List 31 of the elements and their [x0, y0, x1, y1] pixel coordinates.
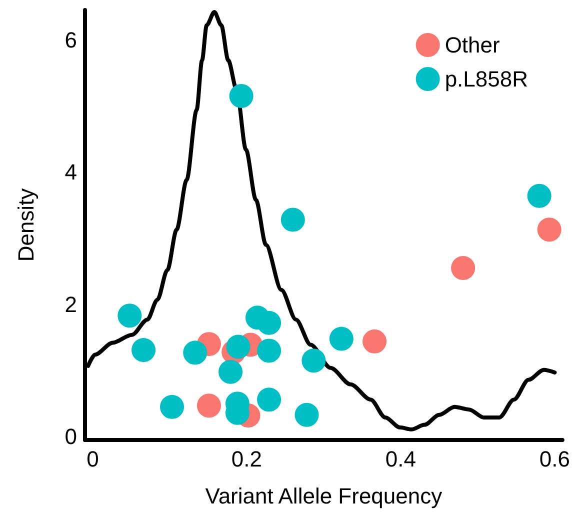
point: [280, 208, 305, 232]
point: [302, 348, 326, 373]
point: [257, 338, 282, 363]
y-axis-title: Density: [14, 188, 38, 262]
legend-label: p.L858R: [444, 66, 528, 92]
legend-label: Other: [444, 32, 500, 58]
point: [132, 338, 156, 362]
x-tick-label: 0: [86, 446, 99, 472]
point: [196, 394, 221, 418]
y-tick-label: 4: [64, 160, 77, 185]
x-tick-label: 0.4: [385, 446, 416, 472]
x-tick-label: 0.6: [539, 446, 570, 472]
point: [537, 218, 562, 242]
point: [226, 334, 250, 359]
y-tick-label: 2: [64, 292, 77, 317]
y-tick-label: 0: [64, 424, 77, 450]
x-axis-title: Variant Allele Frequency: [205, 484, 442, 508]
point: [229, 84, 254, 108]
point: [294, 402, 319, 427]
point: [362, 329, 387, 354]
point: [218, 360, 243, 384]
point: [329, 326, 354, 351]
y-tick-label: 6: [64, 27, 77, 52]
point: [257, 310, 282, 335]
x-tick-label: 0.2: [231, 446, 262, 472]
point: [257, 388, 282, 412]
point: [118, 304, 142, 328]
point: [160, 394, 184, 419]
point: [183, 340, 208, 365]
point: [527, 184, 552, 208]
point: [451, 256, 476, 280]
